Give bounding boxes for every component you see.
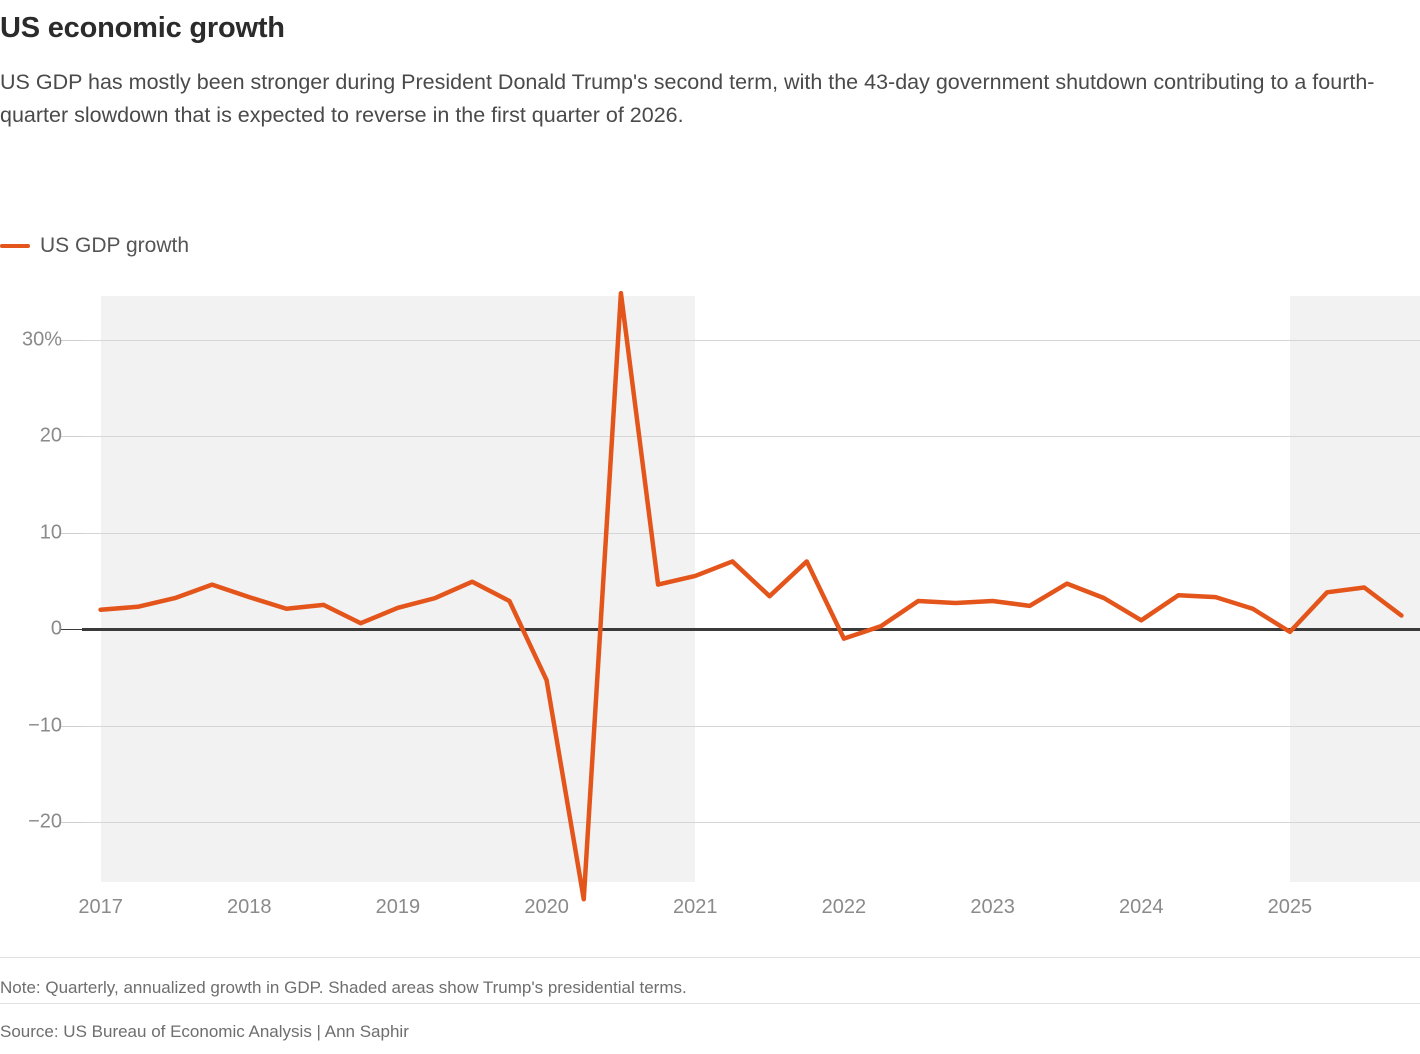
y-axis-tick-label: −10 (28, 714, 62, 736)
y-axis-tick (60, 532, 82, 534)
gridline (82, 436, 1420, 437)
y-axis-tick-label: 30% (21, 328, 62, 350)
gridline (82, 339, 1420, 341)
footer-divider-bottom (0, 1003, 1420, 1004)
x-axis-tick-label: 2024 (1119, 896, 1164, 918)
x-axis-tick-label: 2022 (821, 896, 867, 918)
x-axis-tick-label: 2025 (1267, 896, 1313, 918)
y-axis-tick-label: 10 (39, 521, 62, 543)
gridline (82, 725, 1420, 727)
chart-source: Source: US Bureau of Economic Analysis |… (0, 1022, 409, 1041)
x-axis-tick-label: 2021 (673, 896, 718, 918)
x-axis-tick-label: 2020 (524, 896, 569, 918)
page-title: US economic growth (0, 12, 285, 44)
y-axis-tick (60, 822, 82, 823)
page-subtitle: US GDP has mostly been stronger during P… (0, 70, 1375, 127)
zero-baseline (82, 628, 1420, 631)
y-axis-tick (60, 436, 82, 437)
y-axis-tick (60, 725, 82, 727)
x-axis-tick-label: 2017 (78, 896, 123, 918)
chart-legend: US GDP growth (0, 234, 189, 258)
y-axis-tick (60, 629, 82, 630)
x-axis-tick-label: 2019 (375, 896, 421, 918)
footer-divider-top (0, 957, 1420, 958)
legend-swatch-us-gdp-growth (0, 244, 30, 248)
legend-label-us-gdp-growth: US GDP growth (40, 234, 189, 257)
y-axis-tick-label: −20 (28, 810, 62, 833)
x-axis-tick-label: 2018 (227, 896, 272, 918)
gridline (82, 532, 1420, 534)
y-axis-tick (60, 339, 82, 341)
y-axis-tick-label: 20 (39, 424, 62, 447)
x-axis-tick-label: 2023 (970, 896, 1015, 918)
y-axis-tick-label: 0 (50, 617, 62, 640)
gridline (82, 822, 1420, 823)
chart-note: Note: Quarterly, annualized growth in GD… (0, 978, 687, 997)
series-line-us-gdp-growth (98, 290, 1404, 902)
